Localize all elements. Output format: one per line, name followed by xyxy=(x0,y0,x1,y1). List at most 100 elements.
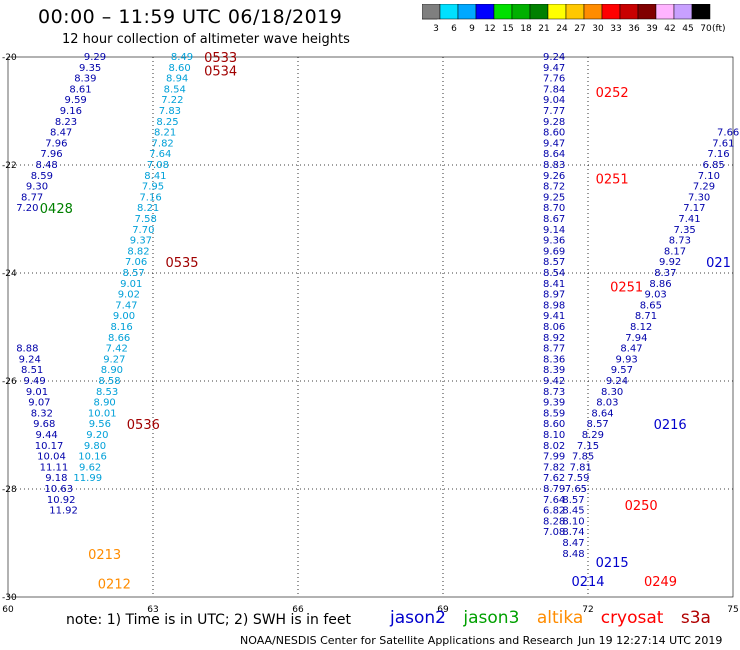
data-label: 7.66 xyxy=(717,128,739,139)
data-label: 7.76 xyxy=(543,74,565,85)
pass-time-label: 0215 xyxy=(596,556,629,571)
colorbar-label: 33 xyxy=(610,24,621,34)
data-label: 9.26 xyxy=(543,171,565,182)
data-label: 7.08 xyxy=(147,160,169,171)
data-label: 7.82 xyxy=(152,138,174,149)
data-label: 7.59 xyxy=(567,473,589,484)
data-label: 7.10 xyxy=(698,171,720,182)
data-label: 8.48 xyxy=(562,549,584,560)
x-tick-label: 60 xyxy=(2,605,14,615)
data-label: 9.24 xyxy=(543,52,565,63)
data-label: 8.47 xyxy=(50,128,72,139)
data-label: 8.64 xyxy=(543,149,565,160)
pass-time-label: 0213 xyxy=(88,548,121,563)
data-label: 8.98 xyxy=(543,300,565,311)
y-tick-label: -22 xyxy=(2,161,17,171)
data-label: 10.04 xyxy=(37,452,66,463)
data-label: 8.39 xyxy=(74,74,96,85)
data-label: 8.28 xyxy=(543,516,565,527)
data-label: 8.82 xyxy=(127,246,149,257)
data-label: 9.00 xyxy=(113,311,135,322)
data-label: 9.28 xyxy=(543,117,565,128)
data-label: 8.47 xyxy=(562,538,584,549)
legend-s3a: s3a xyxy=(680,608,711,628)
colorbar-label: 24 xyxy=(556,24,568,34)
data-label: 8.41 xyxy=(543,279,565,290)
data-label: 7.22 xyxy=(161,95,183,106)
data-label: 7.70 xyxy=(132,225,154,236)
data-label: 7.08 xyxy=(543,527,565,538)
data-label: 9.47 xyxy=(543,138,565,149)
pass-time-label: 0216 xyxy=(654,418,687,433)
data-label: 8.86 xyxy=(649,279,671,290)
data-label: 9.56 xyxy=(89,419,111,430)
data-label: 7.94 xyxy=(625,333,647,344)
data-label: 8.79 xyxy=(543,484,565,495)
data-label: 7.20 xyxy=(16,203,38,214)
data-label: 8.47 xyxy=(620,344,642,355)
x-tick-label: 69 xyxy=(437,605,449,615)
data-label: 9.25 xyxy=(543,192,565,203)
colorbar-label: 9 xyxy=(469,24,475,34)
data-label: 7.82 xyxy=(543,462,565,473)
x-tick-label: 75 xyxy=(727,605,738,615)
data-label: 7.16 xyxy=(707,149,729,160)
data-label: 8.10 xyxy=(562,516,584,527)
data-label: 9.92 xyxy=(659,257,681,268)
data-label: 8.60 xyxy=(543,419,565,430)
data-label: 8.16 xyxy=(110,322,132,333)
data-label: 8.23 xyxy=(55,117,77,128)
data-label: 9.18 xyxy=(45,473,67,484)
data-label: 8.71 xyxy=(635,311,657,322)
satellite-legend: jason2 jason3 altika cryosat s3a xyxy=(390,608,723,628)
pass-time-label: 0535 xyxy=(165,256,198,271)
y-tick-label: -30 xyxy=(2,593,17,603)
colorbar-label: 3 xyxy=(433,24,439,34)
data-label: 8.12 xyxy=(630,322,652,333)
data-label: 7.64 xyxy=(543,495,565,506)
colorbar-label: 6 xyxy=(451,24,457,34)
data-label: 8.57 xyxy=(562,495,584,506)
data-label: 8.21 xyxy=(154,128,176,139)
data-label: 8.17 xyxy=(664,246,686,257)
data-label: 7.61 xyxy=(712,138,734,149)
data-label: 9.44 xyxy=(36,430,58,441)
data-label: 11.92 xyxy=(49,506,78,517)
data-label: 7.58 xyxy=(135,214,157,225)
data-label: 9.29 xyxy=(84,52,106,63)
data-label: 6.82 xyxy=(543,506,565,517)
data-label: 8.32 xyxy=(31,408,53,419)
data-label: 8.74 xyxy=(562,527,584,538)
data-label: 9.07 xyxy=(28,398,50,409)
colorbar-label: 12 xyxy=(484,24,495,34)
data-label: 8.58 xyxy=(98,376,120,387)
data-label: 8.92 xyxy=(543,333,565,344)
data-label: 8.90 xyxy=(101,365,123,376)
data-label: 8.25 xyxy=(156,117,178,128)
data-label: 8.36 xyxy=(543,354,565,365)
footer-credit: NOAA/NESDIS Center for Satellite Applica… xyxy=(240,634,574,647)
data-label: 9.39 xyxy=(543,398,565,409)
pass-time-label: 0536 xyxy=(127,418,160,433)
data-label: 8.54 xyxy=(543,268,565,279)
pass-time-label: 0251 xyxy=(596,173,629,188)
data-label: 9.36 xyxy=(543,236,565,247)
data-label: 8.73 xyxy=(669,236,691,247)
data-label: 9.93 xyxy=(616,354,638,365)
footer-timestamp: Jun 19 12:27:14 UTC 2019 xyxy=(578,634,723,647)
data-label: 7.06 xyxy=(125,257,147,268)
data-label: 8.37 xyxy=(654,268,676,279)
data-label: 8.03 xyxy=(596,398,618,409)
data-label: 8.60 xyxy=(543,128,565,139)
data-label: 7.35 xyxy=(674,225,696,236)
legend-jason2: jason2 xyxy=(390,608,446,628)
data-label: 7.77 xyxy=(543,106,565,117)
pass-time-label: 021 xyxy=(706,256,731,271)
data-label: 9.04 xyxy=(543,95,565,106)
data-label: 8.97 xyxy=(543,290,565,301)
legend-jason3: jason3 xyxy=(463,608,520,628)
data-label: 7.96 xyxy=(40,149,62,160)
data-label: 8.88 xyxy=(16,344,38,355)
data-label: 8.64 xyxy=(591,408,613,419)
